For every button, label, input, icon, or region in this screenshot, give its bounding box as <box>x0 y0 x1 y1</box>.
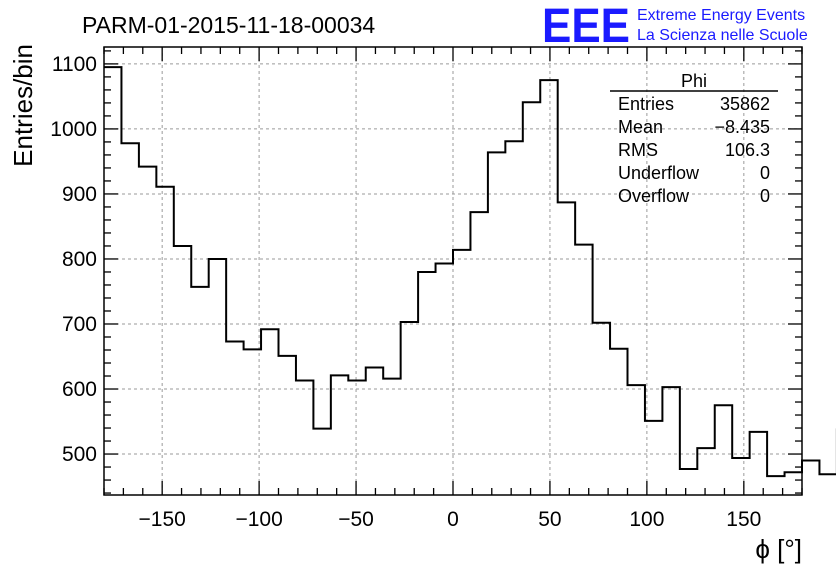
x-axis-title: ϕ [°] <box>755 534 802 564</box>
y-axis-title: Entries/bin <box>8 44 38 167</box>
logo-line-1: Extreme Energy Events <box>637 7 805 24</box>
stats-label: RMS <box>618 140 658 160</box>
stats-value: 106.3 <box>725 140 770 160</box>
y-tick-label: 700 <box>62 313 97 336</box>
stats-label: Underflow <box>618 163 700 183</box>
stats-value: −8.435 <box>714 117 770 137</box>
x-tick-label: 150 <box>726 508 761 531</box>
stats-label: Mean <box>618 117 663 137</box>
histogram-series <box>104 66 836 478</box>
stats-title: Phi <box>681 71 707 91</box>
y-tick-label: 800 <box>62 248 97 271</box>
x-axis: −150 −100 −50 0 50 100 150 <box>103 47 803 531</box>
histogram-outline <box>104 66 836 478</box>
eee-logo: EEE Extreme Energy Events La Scienza nel… <box>542 0 808 53</box>
stats-label: Overflow <box>618 186 690 206</box>
run-title: PARM-01-2015-11-18-00034 <box>82 12 375 38</box>
x-tick-label: 100 <box>629 508 664 531</box>
y-tick-label: 500 <box>62 443 97 466</box>
stats-box: Phi Entries 35862 Mean −8.435 RMS 106.3 Underf… <box>610 71 778 206</box>
y-axis: 500 600 700 800 900 1000 1100 <box>50 50 802 494</box>
stats-value: 0 <box>760 186 770 206</box>
grid-lines <box>104 47 802 495</box>
x-tick-label: −150 <box>139 508 186 531</box>
x-tick-label: 0 <box>447 508 459 531</box>
logo-mark: EEE <box>542 0 630 53</box>
logo-line-2: La Scienza nelle Scuole <box>637 27 808 44</box>
y-tick-label: 1100 <box>52 53 97 76</box>
stats-value: 35862 <box>720 94 770 114</box>
stats-label: Entries <box>618 94 674 114</box>
y-tick-label: 1000 <box>50 118 97 141</box>
y-tick-label: 900 <box>62 183 97 206</box>
stats-value: 0 <box>760 163 770 183</box>
x-tick-label: 50 <box>538 508 561 531</box>
x-tick-label: −100 <box>235 508 282 531</box>
x-tick-label: −50 <box>338 508 374 531</box>
y-tick-label: 600 <box>62 378 97 401</box>
